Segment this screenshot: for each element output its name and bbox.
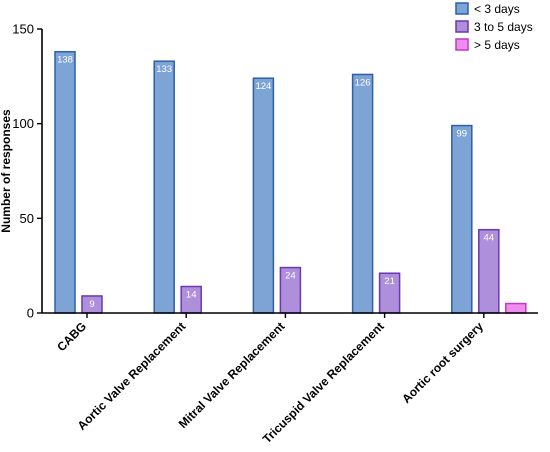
- x-tick-label: Mitral Valve Replacement: [176, 319, 288, 431]
- y-tick-label: 150: [12, 22, 34, 37]
- legend-label: > 5 days: [474, 38, 520, 52]
- bar: [351, 73, 374, 314]
- bar: [451, 124, 473, 314]
- y-axis: 0 50 100 150: [12, 22, 43, 321]
- data-label: 124: [255, 81, 271, 92]
- y-tick-label: 50: [20, 211, 34, 226]
- bar: [153, 60, 175, 314]
- legend-label: < 3 days: [474, 2, 520, 16]
- x-tick-label: Aortic root surgery: [399, 319, 486, 406]
- x-tick-label: Aortic Valve Replacement: [75, 319, 189, 433]
- y-tick-label: 0: [27, 306, 34, 321]
- bar: [54, 50, 76, 314]
- data-label: 24: [285, 271, 296, 282]
- legend-swatch: [455, 20, 469, 33]
- data-label: 44: [484, 233, 495, 244]
- legend: < 3 days 3 to 5 days > 5 days: [455, 2, 533, 52]
- legend-swatch: [455, 2, 469, 15]
- data-label: 99: [457, 129, 468, 140]
- bar: [505, 302, 527, 314]
- x-tick-label: Tricuspid Valve Replacement: [260, 319, 387, 446]
- data-label: 9: [89, 299, 94, 310]
- data-label: 138: [57, 55, 73, 66]
- x-tick-label: CABG: [54, 319, 89, 354]
- data-label: 126: [355, 77, 371, 88]
- legend-swatch: [455, 38, 469, 51]
- bars-group: 138 9 133 14 124 24 126 21 99 44: [54, 50, 527, 314]
- data-label: 14: [186, 289, 197, 300]
- y-axis-label: Number of responses: [0, 109, 13, 233]
- legend-label: 3 to 5 days: [474, 20, 533, 34]
- data-label: 21: [384, 276, 395, 287]
- bar: [252, 77, 275, 314]
- y-tick-label: 100: [12, 116, 34, 131]
- data-label: 133: [156, 64, 172, 75]
